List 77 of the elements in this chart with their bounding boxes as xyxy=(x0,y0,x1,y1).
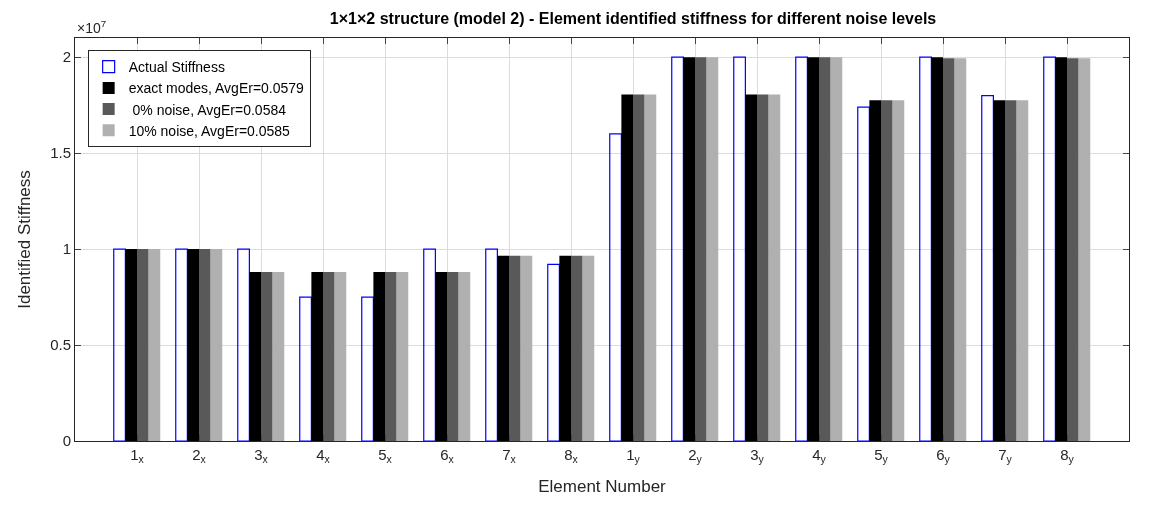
x-tick-label: 3$_{x}$ xyxy=(254,446,269,466)
bar xyxy=(210,249,223,441)
x-tick-label: 2$_{x}$ xyxy=(192,446,207,466)
x-tick-label: 5$_{y}$ xyxy=(874,446,889,466)
bar xyxy=(261,272,273,441)
bar xyxy=(993,100,1005,441)
x-tick-label: 7$_{x}$ xyxy=(502,446,517,466)
bar xyxy=(396,272,409,441)
bar xyxy=(1067,58,1079,441)
bar xyxy=(458,272,471,441)
x-tick-label: 3$_{y}$ xyxy=(750,446,765,466)
bar xyxy=(943,58,955,441)
bar xyxy=(1055,57,1067,441)
y-axis-title: Identified Stiffness xyxy=(14,170,34,309)
x-tick-label: 4$_{x}$ xyxy=(316,446,331,466)
x-tick-label: 8$_{y}$ xyxy=(1060,446,1075,466)
x-tick-label: 8$_{x}$ xyxy=(564,446,579,466)
bar xyxy=(447,272,459,441)
chart-title: 1×1×2 structure (model 2) - Element identified stiffness for different noise levels xyxy=(329,10,937,28)
bar xyxy=(807,57,819,441)
x-tick-label: 1$_{x}$ xyxy=(130,446,145,466)
bar xyxy=(385,272,397,441)
y-tick-label: 2 xyxy=(62,48,71,66)
bar xyxy=(373,272,385,441)
bar xyxy=(125,249,137,441)
bar xyxy=(706,57,719,441)
x-tick-label: 2$_{y}$ xyxy=(688,446,703,466)
bar xyxy=(931,57,943,441)
bar xyxy=(881,100,893,441)
bar xyxy=(199,249,211,441)
bar xyxy=(272,272,285,441)
bar xyxy=(1016,100,1029,441)
bar xyxy=(311,272,323,441)
y-tick-label: 1 xyxy=(62,240,71,258)
x-tick-label: 5$_{x}$ xyxy=(378,446,393,466)
bar xyxy=(137,249,149,441)
bar xyxy=(249,272,261,441)
bar xyxy=(768,94,781,441)
bar xyxy=(683,57,695,441)
bar xyxy=(148,249,161,441)
y-tick-label: 0 xyxy=(62,432,71,450)
bar xyxy=(520,255,533,441)
bar xyxy=(954,58,967,441)
bar xyxy=(830,57,843,441)
x-axis-title: Element Number xyxy=(538,476,667,496)
bar xyxy=(497,255,509,441)
bar xyxy=(819,57,831,441)
x-tick-label: 6$_{y}$ xyxy=(936,446,951,466)
bar xyxy=(571,255,583,441)
y-tick-label: 1.5 xyxy=(50,144,71,162)
bar xyxy=(435,272,447,441)
bar xyxy=(509,255,521,441)
bar xyxy=(621,94,633,441)
bar xyxy=(745,94,757,441)
text: ×10$^{7}$ xyxy=(77,18,107,36)
bar xyxy=(757,94,769,441)
y-tick-label: 0.5 xyxy=(50,336,71,354)
x-tick-label: 1$_{y}$ xyxy=(626,446,641,466)
bar xyxy=(559,255,571,441)
bar xyxy=(323,272,335,441)
legend-label: Actual Stiffness xyxy=(128,59,225,76)
legend-label: 10% noise, AvgEr=0.0585 xyxy=(128,122,291,139)
x-tick-label: 7$_{y}$ xyxy=(998,446,1013,466)
bar xyxy=(1078,58,1091,441)
x-tick-label: 6$_{x}$ xyxy=(440,446,455,466)
bar xyxy=(1005,100,1017,441)
bar xyxy=(187,249,199,441)
legend-label: exact modes, AvgEr=0.0579 xyxy=(128,80,305,97)
bar xyxy=(869,100,881,441)
bar xyxy=(892,100,905,441)
bar xyxy=(695,57,707,441)
bar xyxy=(334,272,347,441)
bar xyxy=(633,94,645,441)
bar xyxy=(582,255,595,441)
x-tick-label: 4$_{y}$ xyxy=(812,446,827,466)
bar xyxy=(644,94,657,441)
legend-label: 0% noise, AvgEr=0.0584 xyxy=(128,101,287,118)
